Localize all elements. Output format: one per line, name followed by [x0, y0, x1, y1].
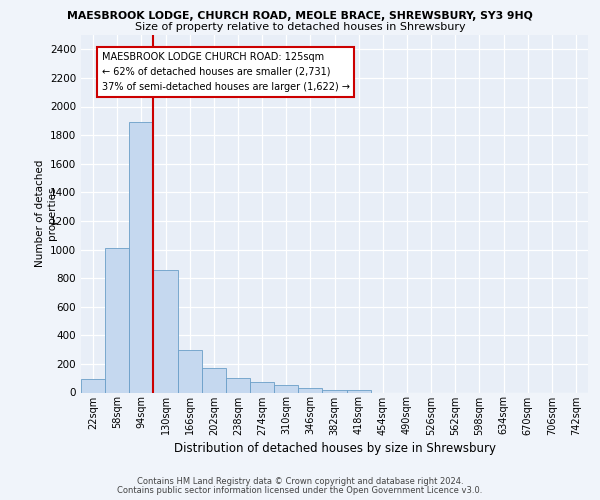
- Bar: [298, 388, 322, 392]
- Bar: [129, 122, 154, 392]
- Text: MAESBROOK LODGE CHURCH ROAD: 125sqm
← 62% of detached houses are smaller (2,731): MAESBROOK LODGE CHURCH ROAD: 125sqm ← 62…: [101, 52, 350, 92]
- Bar: [81, 379, 105, 392]
- Bar: [105, 248, 129, 392]
- Y-axis label: Number of detached
properties: Number of detached properties: [35, 160, 56, 268]
- Bar: [154, 270, 178, 392]
- Text: Size of property relative to detached houses in Shrewsbury: Size of property relative to detached ho…: [134, 22, 466, 32]
- Text: MAESBROOK LODGE, CHURCH ROAD, MEOLE BRACE, SHREWSBURY, SY3 9HQ: MAESBROOK LODGE, CHURCH ROAD, MEOLE BRAC…: [67, 11, 533, 21]
- Text: Contains HM Land Registry data © Crown copyright and database right 2024.: Contains HM Land Registry data © Crown c…: [137, 477, 463, 486]
- Bar: [274, 386, 298, 392]
- Text: Contains public sector information licensed under the Open Government Licence v3: Contains public sector information licen…: [118, 486, 482, 495]
- Bar: [226, 378, 250, 392]
- Bar: [322, 390, 347, 392]
- Bar: [347, 390, 371, 392]
- X-axis label: Distribution of detached houses by size in Shrewsbury: Distribution of detached houses by size …: [173, 442, 496, 454]
- Bar: [178, 350, 202, 393]
- Bar: [250, 382, 274, 392]
- Bar: [202, 368, 226, 392]
